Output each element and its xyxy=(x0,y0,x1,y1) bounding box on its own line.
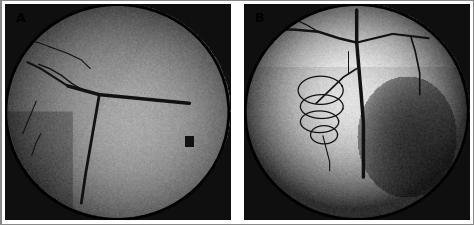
Text: A: A xyxy=(16,12,26,25)
Bar xyxy=(185,136,194,147)
Text: B: B xyxy=(255,12,265,25)
